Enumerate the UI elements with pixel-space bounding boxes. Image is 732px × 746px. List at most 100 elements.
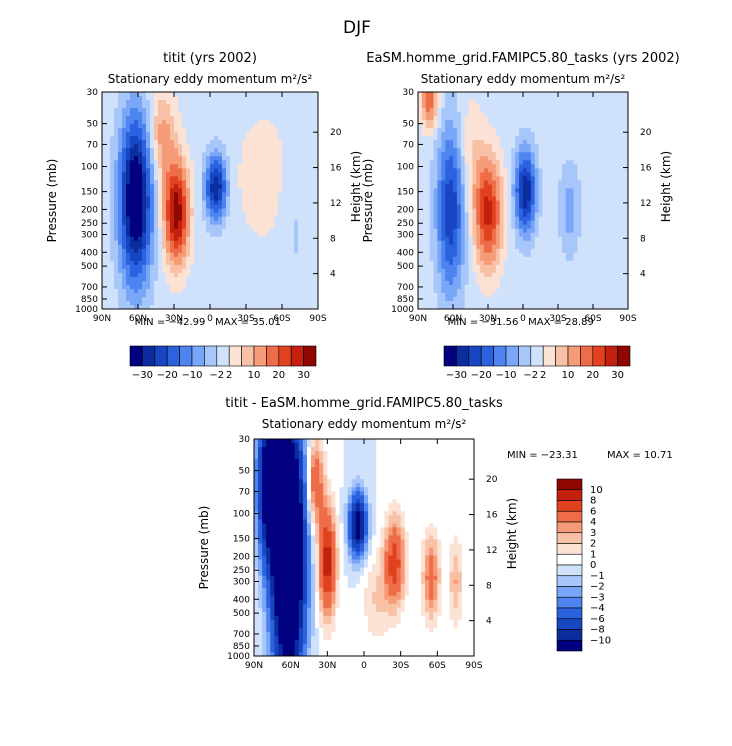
- heatmap-cell: [162, 160, 167, 165]
- heatmap-cell: [519, 128, 524, 133]
- heatmap-cell: [480, 128, 485, 133]
- heatmap-cell: [460, 252, 466, 258]
- heatmap-cell: [222, 248, 227, 254]
- heatmap-cell: [519, 244, 524, 250]
- heatmap-cell: [495, 304, 501, 310]
- heatmap-cell: [503, 92, 508, 97]
- heatmap-cell: [538, 160, 543, 165]
- heatmap-cell: [190, 92, 195, 97]
- heatmap-cell: [534, 92, 539, 97]
- heatmap-cell: [511, 100, 516, 105]
- heatmap-cell: [274, 240, 279, 246]
- heatmap-cell: [150, 152, 155, 157]
- heatmap-cell: [186, 160, 191, 165]
- heatmap-cell: [190, 180, 195, 185]
- heatmap-cell: [554, 172, 559, 177]
- heatmap-cell: [441, 192, 446, 197]
- heatmap-cell: [530, 240, 536, 246]
- heatmap-cell: [130, 276, 135, 282]
- heatmap-cell: [154, 264, 159, 270]
- heatmap-cell: [433, 196, 438, 201]
- heatmap-cell: [526, 252, 532, 258]
- heatmap-cell: [302, 196, 307, 201]
- heatmap-cell: [488, 96, 493, 101]
- heatmap-cell: [114, 192, 119, 197]
- heatmap-cell: [418, 108, 423, 113]
- heatmap-cell: [499, 292, 504, 298]
- heatmap-cell: [126, 168, 131, 173]
- heatmap-cell: [194, 144, 199, 149]
- heatmap-cell: [468, 272, 473, 278]
- heatmap-cell: [266, 156, 271, 161]
- heatmap-cell: [476, 116, 481, 121]
- heatmap-cell: [170, 116, 175, 121]
- heatmap-cell: [278, 240, 283, 246]
- heatmap-cell: [278, 96, 283, 101]
- heatmap-cell: [270, 92, 275, 97]
- heatmap-cell: [472, 196, 477, 201]
- heatmap-cell: [530, 168, 536, 173]
- heatmap-cell: [437, 188, 442, 193]
- heatmap-cell: [453, 116, 458, 121]
- heatmap-cell: [130, 168, 135, 173]
- heatmap-cell: [511, 112, 516, 117]
- heatmap-cell: [278, 248, 283, 254]
- heatmap-cell: [294, 228, 299, 234]
- heatmap-cell: [246, 244, 251, 250]
- heatmap-cell: [550, 240, 555, 246]
- heatmap-cell: [488, 228, 493, 234]
- heatmap-cell: [306, 276, 311, 282]
- heatmap-cell: [114, 220, 119, 226]
- heatmap-cell: [298, 200, 303, 205]
- heatmap-cell: [138, 224, 143, 230]
- heatmap-cell: [460, 132, 466, 137]
- panel-model_b: EaSM.homme_grid.FAMIPC5.80_tasks (yrs 20…: [361, 51, 680, 381]
- heatmap-cell: [453, 220, 458, 226]
- heatmap-cell: [186, 236, 191, 242]
- heatmap-cell: [126, 192, 131, 197]
- heatmap-cell: [274, 124, 279, 129]
- heatmap-cell: [298, 108, 303, 113]
- heatmap-cell: [418, 140, 423, 145]
- heatmap-cell: [534, 268, 539, 274]
- heatmap-cell: [174, 232, 179, 238]
- heatmap-cell: [246, 96, 251, 101]
- heatmap-cell: [122, 168, 127, 173]
- heatmap-cell: [162, 288, 167, 294]
- heatmap-cell: [491, 236, 497, 242]
- heatmap-cell: [290, 180, 295, 185]
- heatmap-cell: [206, 276, 211, 282]
- heatmap-cell: [198, 288, 203, 294]
- heatmap-cell: [106, 132, 111, 137]
- heatmap-cell: [286, 272, 291, 278]
- heatmap-cell: [298, 296, 303, 302]
- heatmap-cell: [238, 272, 243, 278]
- heatmap-cell: [526, 180, 532, 185]
- heatmap-cell: [258, 264, 263, 270]
- heatmap-cell: [222, 224, 227, 230]
- heatmap-cell: [126, 172, 131, 177]
- heatmap-cell: [182, 96, 187, 101]
- heatmap-cell: [437, 136, 442, 141]
- heatmap-cell: [460, 196, 466, 201]
- heatmap-cell: [472, 220, 477, 226]
- heatmap-cell: [230, 172, 235, 177]
- heatmap-cell: [150, 228, 155, 234]
- heatmap-cell: [425, 216, 431, 221]
- heatmap-cell: [118, 296, 123, 302]
- heatmap-cell: [118, 136, 123, 141]
- heatmap-cell: [166, 220, 171, 226]
- heatmap-cell: [460, 172, 466, 177]
- heatmap-cell: [282, 220, 287, 226]
- heatmap-cell: [266, 292, 271, 298]
- heatmap-cell: [302, 100, 307, 105]
- heatmap-cell: [162, 216, 167, 221]
- heatmap-cell: [499, 196, 504, 201]
- heatmap-cell: [230, 112, 235, 117]
- heatmap-cell: [190, 188, 195, 193]
- heatmap-cell: [166, 208, 171, 213]
- heatmap-cell: [134, 288, 139, 294]
- heatmap-cell: [234, 220, 239, 226]
- heatmap-cell: [464, 104, 469, 109]
- heatmap-cell: [186, 296, 191, 302]
